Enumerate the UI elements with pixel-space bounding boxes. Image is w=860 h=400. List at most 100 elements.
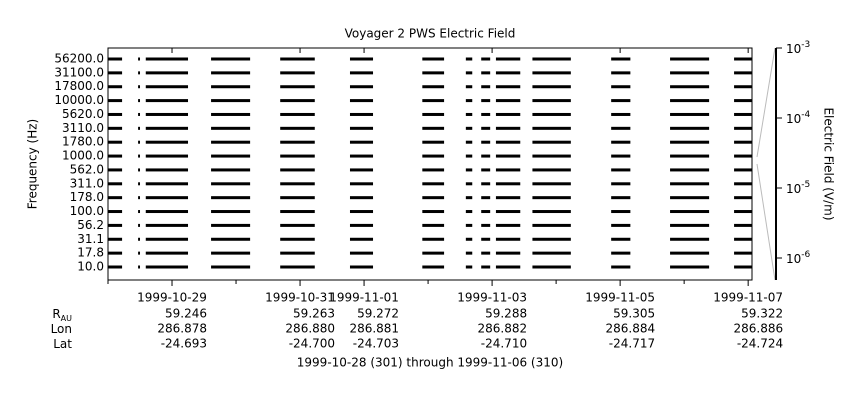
data-segment bbox=[349, 237, 374, 241]
x-tick-label: 1999-11-05 bbox=[585, 291, 655, 305]
data-segment bbox=[138, 99, 141, 103]
data-segment bbox=[138, 126, 141, 130]
data-segment bbox=[138, 154, 141, 158]
data-segment bbox=[349, 210, 374, 214]
y-tick-label: 56200.0 bbox=[54, 52, 104, 66]
x-tick-label: 1999-10-29 bbox=[137, 291, 207, 305]
data-segment bbox=[465, 71, 473, 75]
y-tick-label: 17800.0 bbox=[54, 79, 104, 93]
data-segment bbox=[495, 99, 521, 103]
data-segment bbox=[532, 265, 571, 269]
ephemeris-value: 286.880 bbox=[285, 322, 335, 336]
ephemeris-value: -24.703 bbox=[353, 337, 399, 351]
data-segment bbox=[532, 140, 571, 144]
data-segment bbox=[280, 265, 315, 269]
y2-tick-label: 10-5 bbox=[786, 180, 810, 196]
data-segment bbox=[611, 210, 631, 214]
data-segment bbox=[495, 154, 521, 158]
data-segment bbox=[211, 85, 251, 89]
data-segment bbox=[481, 57, 491, 61]
data-segment bbox=[422, 71, 445, 75]
data-segment bbox=[211, 223, 251, 227]
ephemeris-label: Lon bbox=[51, 322, 72, 336]
y-axis-label: Frequency (Hz) bbox=[26, 119, 40, 210]
data-segment bbox=[211, 99, 251, 103]
data-segment bbox=[532, 99, 571, 103]
data-segment bbox=[211, 71, 251, 75]
data-segment bbox=[611, 196, 631, 200]
data-segment bbox=[495, 223, 521, 227]
y-tick-label: 31100.0 bbox=[54, 65, 104, 79]
ephemeris-value: 286.878 bbox=[157, 322, 207, 336]
data-segment bbox=[108, 99, 123, 103]
data-segment bbox=[481, 196, 491, 200]
data-segment bbox=[611, 237, 631, 241]
y2-tick-base: 10 bbox=[786, 182, 801, 196]
y-tick-label: 5620.0 bbox=[62, 107, 104, 121]
data-segment bbox=[349, 265, 374, 269]
y-tick-label: 100.0 bbox=[70, 204, 104, 218]
data-segment bbox=[280, 251, 315, 255]
data-segment bbox=[422, 265, 445, 269]
data-segment bbox=[108, 182, 123, 186]
data-segment bbox=[211, 210, 251, 214]
x-tick-label: 1999-10-31 bbox=[265, 291, 335, 305]
data-segment bbox=[481, 140, 491, 144]
data-segment bbox=[108, 223, 123, 227]
data-segment bbox=[211, 182, 251, 186]
data-segment bbox=[211, 196, 251, 200]
data-segment bbox=[495, 182, 521, 186]
y-tick-label: 178.0 bbox=[70, 190, 104, 204]
data-segment bbox=[734, 210, 752, 214]
data-segment bbox=[465, 196, 473, 200]
data-segment bbox=[465, 57, 473, 61]
data-segment bbox=[108, 126, 123, 130]
data-segment bbox=[481, 154, 491, 158]
data-segment bbox=[138, 140, 141, 144]
data-segment bbox=[280, 57, 315, 61]
connector bbox=[756, 163, 776, 281]
data-segment bbox=[349, 140, 374, 144]
data-segment bbox=[422, 112, 445, 116]
data-segment bbox=[349, 99, 374, 103]
data-segment bbox=[532, 182, 571, 186]
data-segment bbox=[349, 71, 374, 75]
data-segment bbox=[481, 85, 491, 89]
data-segment bbox=[532, 85, 571, 89]
data-segment bbox=[145, 140, 189, 144]
data-segment bbox=[108, 168, 123, 172]
ephemeris-label: RAU bbox=[52, 307, 72, 323]
data-segment bbox=[532, 223, 571, 227]
data-segment bbox=[532, 57, 571, 61]
data-segment bbox=[495, 251, 521, 255]
y2-tick-exponent: -3 bbox=[801, 40, 810, 50]
data-segment bbox=[422, 237, 445, 241]
data-segment bbox=[138, 251, 141, 255]
y-tick-label: 3110.0 bbox=[62, 121, 104, 135]
y-tick-label: 1780.0 bbox=[62, 135, 104, 149]
data-segment bbox=[670, 223, 710, 227]
data-segment bbox=[211, 57, 251, 61]
ephemeris-value: -24.724 bbox=[737, 337, 783, 351]
data-segment bbox=[670, 265, 710, 269]
data-segment bbox=[611, 57, 631, 61]
x-tick-label: 1999-11-07 bbox=[713, 291, 783, 305]
data-segment bbox=[734, 112, 752, 116]
data-segment bbox=[145, 99, 189, 103]
data-segment bbox=[280, 223, 315, 227]
y-tick-label: 10.0 bbox=[77, 260, 104, 274]
data-segment bbox=[532, 196, 571, 200]
data-segment bbox=[734, 154, 752, 158]
data-segment bbox=[138, 112, 141, 116]
data-segment bbox=[611, 223, 631, 227]
data-segment bbox=[481, 237, 491, 241]
data-segment bbox=[611, 71, 631, 75]
data-segment bbox=[670, 154, 710, 158]
data-segment bbox=[495, 168, 521, 172]
data-segment bbox=[280, 112, 315, 116]
data-segment bbox=[211, 126, 251, 130]
y2-axis-label: Electric Field (V/m) bbox=[822, 107, 836, 220]
data-segment bbox=[532, 71, 571, 75]
data-segment bbox=[481, 223, 491, 227]
